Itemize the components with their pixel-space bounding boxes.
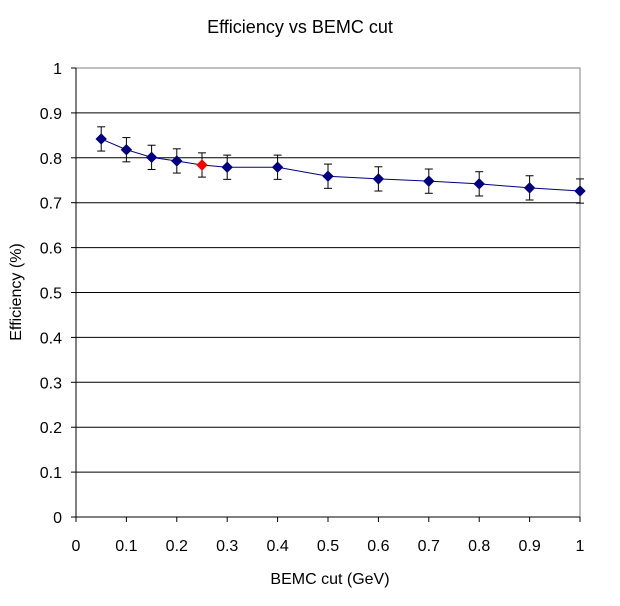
data-point: [171, 155, 183, 167]
y-axis-label: Efficiency (%): [8, 243, 25, 341]
y-axis: 0 0.1 0.2 0.3 0.4 0.5 0.6 0.7 0.8 0.9 1: [40, 61, 77, 527]
y-tick-label: 0.5: [40, 286, 62, 303]
highlighted-data-point: [196, 159, 208, 171]
data-point: [271, 161, 284, 173]
x-tick-label: 0.7: [418, 538, 440, 555]
data-point: [473, 178, 485, 190]
x-tick-label: 0.8: [468, 538, 490, 555]
x-tick-label: 0.5: [317, 538, 339, 555]
y-tick-label: 0.2: [40, 420, 62, 437]
data-point: [95, 133, 107, 145]
x-axis: 0 0.1 0.2 0.3 0.4 0.5 0.6 0.7 0.8 0.9 1: [72, 516, 585, 555]
data-point: [423, 175, 435, 187]
x-tick-label: 0.4: [266, 538, 288, 555]
chart-title: Efficiency vs BEMC cut: [207, 17, 393, 37]
data-point: [145, 151, 158, 164]
x-tick-label: 1: [576, 538, 585, 555]
y-tick-label: 0.6: [40, 241, 62, 258]
series: [95, 126, 586, 204]
y-tick-label: 0: [53, 510, 62, 527]
data-point: [523, 182, 536, 194]
series-line: [101, 138, 581, 192]
x-tick-label: 0.2: [166, 538, 188, 555]
y-tick-label: 0.8: [40, 151, 62, 168]
x-axis-label: BEMC cut (GeV): [270, 571, 389, 588]
x-tick-label: 0.6: [367, 538, 389, 555]
y-tick-label: 0.3: [40, 375, 62, 392]
x-tick-label: 0: [72, 538, 81, 555]
data-point: [574, 185, 586, 197]
data-point: [372, 173, 385, 185]
x-tick-label: 0.3: [216, 538, 238, 555]
y-tick-label: 0.9: [40, 106, 62, 123]
x-tick-label: 0.9: [518, 538, 540, 555]
data-point: [221, 161, 233, 173]
y-tick-label: 0.1: [40, 465, 62, 482]
y-tick-label: 0.7: [40, 196, 62, 213]
y-tick-label: 0.4: [40, 330, 62, 347]
data-point: [322, 170, 334, 182]
gridlines: [76, 67, 580, 473]
data-point: [120, 144, 133, 156]
x-tick-label: 0.1: [115, 538, 137, 555]
y-tick-label: 1: [53, 61, 62, 78]
